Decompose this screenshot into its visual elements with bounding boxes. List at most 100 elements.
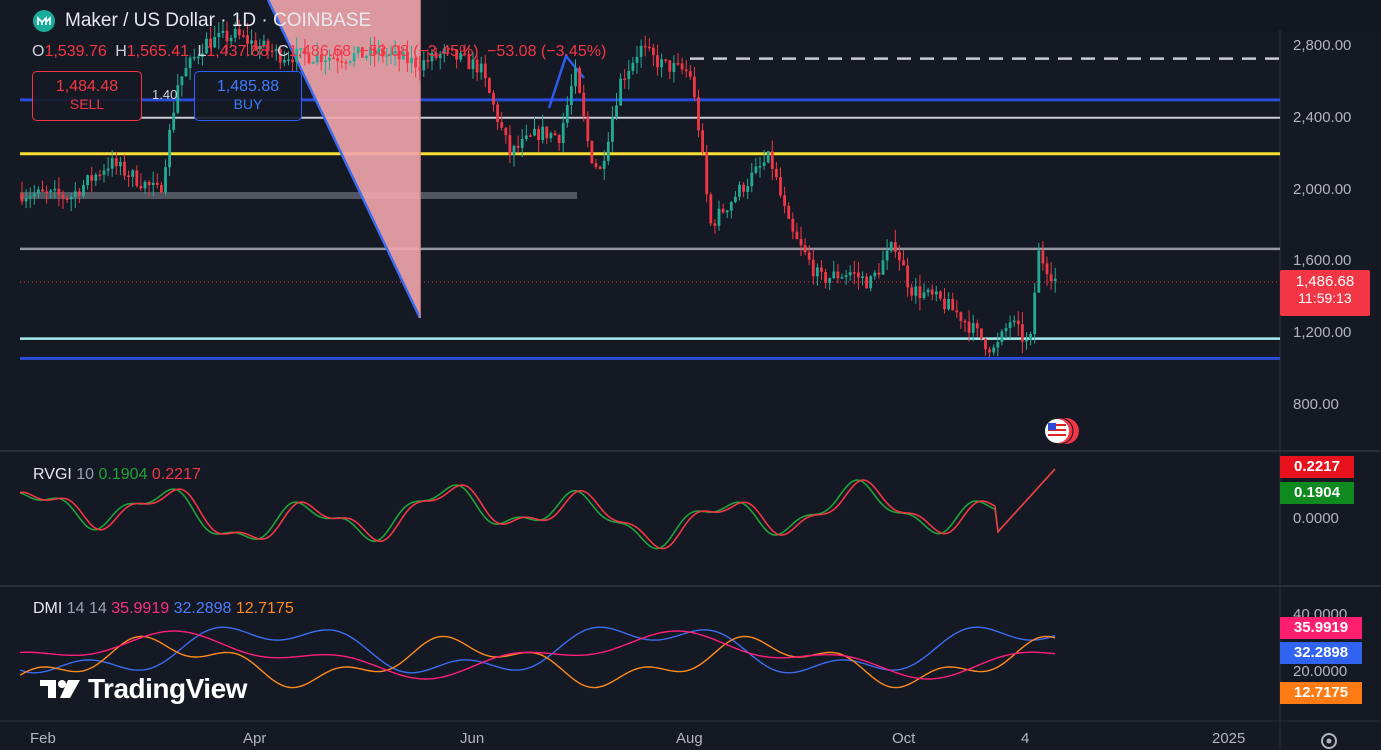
candle-body	[852, 272, 856, 274]
candle-body	[299, 48, 303, 50]
candle-body	[873, 272, 877, 277]
rvgi-legend[interactable]: RVGI 10 0.1904 0.2217	[33, 466, 201, 484]
candle-body	[533, 128, 536, 136]
candle-body	[1021, 324, 1024, 342]
candle-body	[340, 61, 344, 63]
candle-body	[385, 55, 389, 57]
dmi-value-3: 12.7175	[235, 600, 294, 617]
candle-body	[795, 231, 799, 239]
dmi-params: 14 14	[66, 600, 107, 617]
time-axis-tick: 4	[1021, 730, 1030, 747]
candle-body	[381, 48, 385, 57]
candle-body	[738, 184, 741, 197]
candle-body	[49, 190, 53, 193]
candle-body	[557, 135, 561, 143]
candle-body	[406, 51, 409, 64]
price-axis-tick: 2,400.00	[1293, 108, 1352, 126]
candle-body	[57, 188, 61, 195]
candle-body	[889, 242, 893, 251]
drawing-diagonal-line	[266, 0, 422, 319]
dmi-legend[interactable]: DMI 14 14 35.9919 32.2898 12.7175	[33, 600, 294, 618]
candle-body	[32, 193, 36, 197]
candle-body	[196, 56, 200, 59]
candle-body	[500, 122, 504, 128]
candle-body	[967, 321, 971, 333]
candle-body	[278, 49, 282, 63]
candle-body	[78, 191, 81, 196]
candle-body	[360, 47, 364, 58]
candle-body	[254, 40, 258, 50]
candle-body	[414, 57, 417, 68]
candle-body	[635, 56, 639, 63]
candle-body	[389, 53, 393, 56]
dmi-minus-line	[19, 626, 1056, 674]
candle-body	[615, 105, 618, 118]
candle-body	[504, 127, 508, 136]
candle-body	[1037, 250, 1041, 293]
rvgi-value-2: 0.2217	[151, 466, 201, 483]
candle-body	[492, 92, 495, 105]
symbol-logo-icon	[33, 10, 55, 32]
candle-body	[373, 47, 376, 55]
candle-body	[783, 195, 786, 206]
candle-body	[652, 47, 655, 56]
candle-body	[307, 54, 311, 64]
candle-body	[988, 349, 991, 353]
candle-body	[356, 47, 360, 54]
candle-body	[1004, 328, 1008, 332]
rvgi-param: 10	[76, 466, 95, 483]
rvgi-series	[19, 468, 1056, 550]
candle-body	[947, 299, 950, 310]
candle-body	[565, 105, 569, 123]
open-label: O	[32, 43, 45, 60]
candle-body	[934, 291, 938, 295]
candle-body	[90, 175, 94, 181]
candle-body	[656, 55, 659, 68]
candle-body	[668, 60, 672, 72]
candle-body	[770, 151, 774, 169]
candlestick-series	[20, 19, 1057, 357]
candle-body	[131, 170, 135, 177]
candle-body	[98, 174, 102, 177]
candle-body	[971, 323, 975, 333]
candle-body	[451, 48, 454, 50]
candle-body	[598, 166, 602, 169]
candle-body	[426, 60, 430, 62]
buy-button[interactable]: 1,485.88 BUY	[194, 71, 302, 121]
candle-body	[824, 271, 827, 283]
candle-body	[975, 323, 979, 329]
candle-body	[377, 48, 381, 55]
candle-body	[701, 130, 704, 153]
candle-body	[729, 202, 733, 211]
candle-body	[537, 128, 540, 140]
candle-body	[114, 158, 118, 167]
candle-body	[176, 85, 180, 113]
candle-body	[151, 182, 155, 186]
candle-body	[1000, 331, 1004, 342]
symbol-title[interactable]: Maker / US Dollar · 1D · COINBASE	[65, 10, 372, 31]
chart-settings-icon[interactable]	[1318, 730, 1340, 750]
candle-body	[955, 310, 959, 313]
candle-body	[242, 35, 245, 37]
candle-body	[676, 63, 680, 65]
candle-body	[213, 37, 217, 48]
candle-body	[328, 57, 331, 61]
dmi-axis-tick-20: 20.0000	[1293, 663, 1348, 680]
candle-body	[734, 196, 737, 203]
candle-body	[205, 38, 208, 54]
candle-body	[602, 160, 606, 169]
us-flag-event-icon[interactable]	[1040, 416, 1080, 446]
ohlc-legend: O1,539.76 H1,565.41 L1,437.88 C1,486.68 …	[32, 43, 606, 61]
rvgi-value-1: 0.1904	[98, 466, 148, 483]
candle-body	[664, 59, 668, 61]
candle-body	[172, 112, 176, 130]
candle-body	[1012, 320, 1016, 323]
sell-button[interactable]: 1,484.48 SELL	[32, 71, 142, 121]
candle-body	[1025, 339, 1028, 342]
candle-body	[442, 48, 446, 54]
candle-body	[578, 68, 581, 93]
candle-body	[594, 163, 598, 167]
